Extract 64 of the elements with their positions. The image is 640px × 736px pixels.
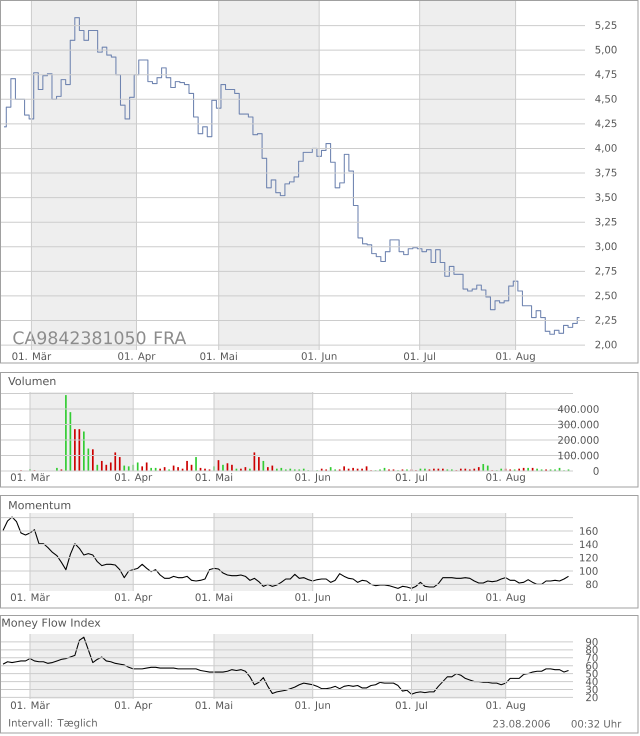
y-tick-label: 2,50 — [595, 292, 617, 300]
y-tick-label: 80 — [586, 580, 598, 588]
y-tick-label: 100.000 — [558, 452, 599, 460]
y-tick-label: 3,75 — [596, 168, 616, 178]
y-tick-label: 4,00 — [595, 144, 617, 153]
x-tick-label: 01. Aug — [486, 593, 525, 603]
y-tick-label: 5,00 — [596, 46, 617, 54]
x-tick-label: 01. Mai — [196, 701, 232, 710]
x-tick-label: 01. Jul — [404, 352, 436, 362]
y-tick-label: 160 — [580, 527, 598, 535]
annotation: CA9842381050 — [13, 331, 146, 344]
x-tick-label: 01. Jul — [396, 593, 427, 603]
x-tick-label: 01. Jun — [302, 352, 336, 362]
x-tick-label: 01. Aug — [496, 352, 535, 362]
y-tick-label: 4,50 — [595, 94, 617, 104]
y-tick-label: 40 — [586, 678, 598, 686]
y-tick-label: 140 — [580, 540, 598, 548]
y-tick-label: 0 — [594, 467, 599, 475]
x-tick-label: 01. Jun — [295, 593, 330, 603]
y-tick-label: 5,25 — [596, 21, 616, 30]
x-tick-label: 01. Jul — [396, 473, 427, 483]
annotation: FRA — [154, 331, 186, 344]
x-tick-label: 01. Mär — [10, 593, 50, 602]
y-tick-label: 3,00 — [596, 242, 617, 252]
y-tick-label: 2,75 — [595, 266, 616, 276]
y-tick-label: 400.000 — [558, 405, 599, 413]
x-tick-label: 01. Apr — [114, 701, 152, 711]
text: 23.08.2006 — [493, 720, 550, 728]
x-tick-label: 01. Apr — [114, 473, 152, 483]
y-tick-label: 4,75 — [595, 70, 616, 80]
y-tick-label: 60 — [586, 662, 598, 670]
chart-title: Money Flow Index — [2, 618, 100, 629]
y-tick-label: 80 — [586, 646, 598, 654]
x-tick-label: 01. Aug — [486, 473, 525, 483]
chart-title: Volumen — [8, 376, 56, 386]
y-tick-label: 200.000 — [558, 436, 599, 444]
y-tick-label: 4,25 — [595, 120, 616, 128]
y-tick-label: 100 — [580, 567, 598, 575]
y-tick-label: 20 — [586, 694, 598, 702]
x-tick-label: 01. Jun — [295, 701, 330, 711]
x-tick-label: 01. Apr — [118, 352, 156, 362]
y-tick-label: 70 — [586, 654, 598, 662]
x-tick-label: 01. Mär — [12, 352, 52, 360]
x-tick-label: 01. Mär — [10, 701, 50, 710]
y-tick-label: 3,50 — [596, 193, 617, 202]
text: Intervall: Tæglich — [9, 718, 97, 729]
y-tick-label: 30 — [586, 686, 598, 694]
x-tick-label: 01. Jun — [295, 473, 330, 483]
chart-title: Momentum — [9, 501, 70, 510]
x-tick-label: 01. Mai — [196, 593, 232, 602]
x-tick-label: 01. Mai — [196, 473, 232, 482]
y-tick-label: 300.000 — [558, 420, 599, 428]
x-tick-label: 01. Apr — [114, 593, 152, 603]
x-tick-label: 01. Mai — [200, 352, 237, 360]
x-tick-label: 01. Aug — [486, 701, 525, 711]
y-tick-label: 120 — [580, 554, 598, 562]
y-tick-label: 3,25 — [596, 218, 616, 227]
x-tick-label: 01. Mär — [10, 473, 50, 482]
y-tick-label: 2,00 — [595, 340, 617, 350]
x-tick-label: 01. Jul — [396, 701, 427, 711]
y-tick-label: 50 — [586, 670, 598, 678]
y-tick-label: 90 — [586, 638, 598, 646]
y-tick-label: 2,25 — [595, 316, 616, 325]
text: 00:32 Uhr — [572, 720, 622, 728]
